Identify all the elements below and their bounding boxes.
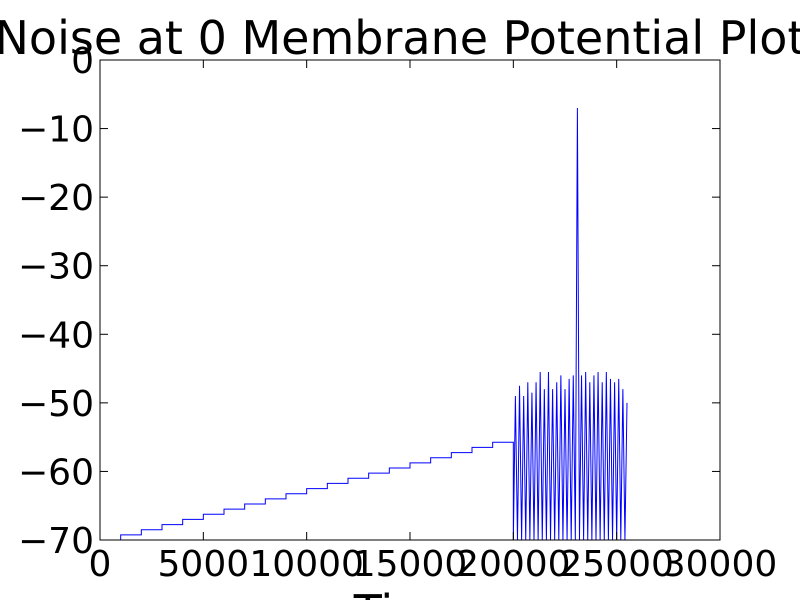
x-axis-label: Time	[353, 585, 467, 600]
y-tick-label: −60	[18, 452, 94, 493]
x-tick-label: 10000	[249, 544, 364, 585]
y-tick-label: −50	[18, 384, 94, 425]
x-tick-label: 20000	[456, 544, 571, 585]
x-tick-label: 5000	[158, 544, 250, 585]
chart-title: Noise at 0 Membrane Potential Plot	[0, 11, 800, 65]
x-tick-label: 15000	[353, 544, 468, 585]
y-tick-label: −30	[18, 247, 94, 288]
y-tick-label: −70	[18, 521, 94, 562]
y-tick-label: −10	[18, 110, 94, 151]
y-tick-label: −20	[18, 178, 94, 219]
y-tick-label: −40	[18, 315, 94, 356]
x-tick-label: 0	[89, 544, 112, 585]
y-tick-label: 0	[71, 41, 94, 82]
x-tick-label: 30000	[663, 544, 778, 585]
x-tick-label: 25000	[559, 544, 674, 585]
data-line	[100, 107, 628, 541]
